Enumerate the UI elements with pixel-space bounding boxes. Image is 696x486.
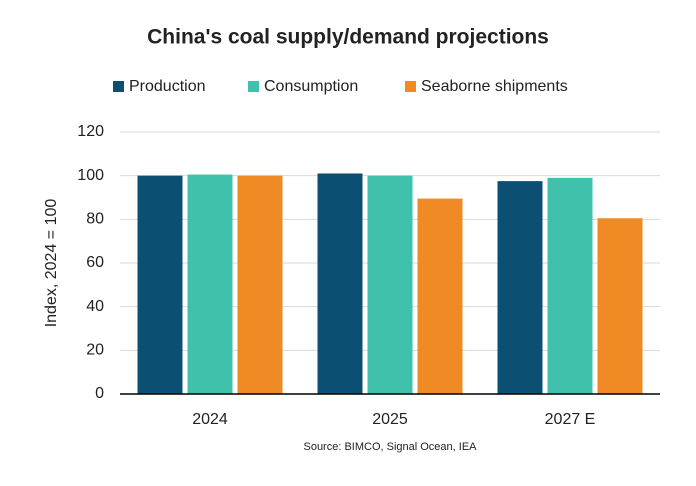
bar xyxy=(497,181,543,394)
legend-label: Production xyxy=(129,78,206,95)
x-tick-label: 2027 E xyxy=(545,411,596,428)
legend-swatch xyxy=(405,81,416,92)
y-tick-label: 120 xyxy=(77,123,104,140)
y-tick-label: 0 xyxy=(95,385,104,402)
source: Source: BIMCO, Signal Ocean, IEA xyxy=(303,441,477,453)
x-tick-label: 2024 xyxy=(192,411,228,428)
y-tick-label: 20 xyxy=(86,342,104,359)
bar xyxy=(317,173,363,394)
legend-swatch xyxy=(113,81,124,92)
y-tick-label: 60 xyxy=(86,254,104,271)
bar xyxy=(597,218,643,394)
bar xyxy=(367,175,413,394)
x-tick-label: 2025 xyxy=(372,411,408,428)
y-tick-label: 80 xyxy=(86,211,104,228)
bar xyxy=(547,177,593,394)
legend-label: Seaborne shipments xyxy=(421,78,568,95)
chart-title: China's coal supply/demand projections xyxy=(147,26,549,49)
y-tick-label: 100 xyxy=(77,167,104,184)
legend-swatch xyxy=(248,81,259,92)
y-axis-label: Index, 2024 = 100 xyxy=(43,199,60,328)
bar xyxy=(187,174,233,394)
bar xyxy=(417,198,463,394)
bar xyxy=(237,175,283,394)
legend-label: Consumption xyxy=(264,78,358,95)
y-tick-label: 40 xyxy=(86,298,104,315)
bar xyxy=(137,175,183,394)
